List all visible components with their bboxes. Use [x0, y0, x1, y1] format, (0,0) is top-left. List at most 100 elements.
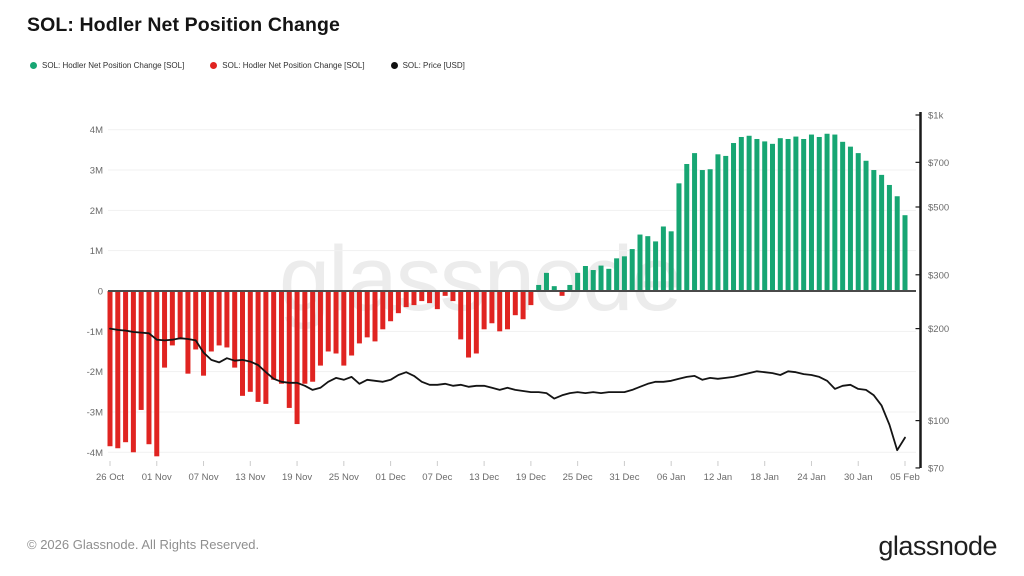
net-position-bar[interactable] — [902, 215, 908, 291]
net-position-bar[interactable] — [115, 291, 121, 449]
net-position-bar[interactable] — [847, 146, 853, 291]
net-position-bar[interactable] — [520, 291, 526, 320]
net-position-bar[interactable] — [232, 291, 238, 368]
net-position-bar[interactable] — [699, 170, 705, 291]
net-position-bar[interactable] — [676, 183, 682, 291]
net-position-bar[interactable] — [762, 141, 768, 291]
net-position-bar[interactable] — [559, 291, 565, 296]
net-position-bar[interactable] — [855, 153, 861, 291]
net-position-bar[interactable] — [341, 291, 347, 366]
net-position-bar[interactable] — [403, 291, 409, 308]
net-position-bar[interactable] — [536, 284, 542, 291]
net-position-bar[interactable] — [208, 291, 214, 352]
net-position-bar[interactable] — [130, 291, 136, 453]
net-position-bar[interactable] — [294, 291, 300, 425]
net-position-bar[interactable] — [216, 291, 222, 346]
net-position-bar[interactable] — [388, 291, 394, 322]
net-position-bar[interactable] — [419, 291, 425, 302]
net-position-bar[interactable] — [746, 135, 752, 291]
net-position-bar[interactable] — [824, 133, 830, 291]
net-position-bar[interactable] — [427, 291, 433, 304]
net-position-bar[interactable] — [871, 170, 877, 291]
net-position-bar[interactable] — [395, 291, 401, 314]
net-position-bar[interactable] — [707, 169, 713, 291]
net-position-bar[interactable] — [255, 291, 261, 402]
net-position-bar[interactable] — [863, 160, 869, 291]
net-position-bar[interactable] — [660, 226, 666, 291]
net-position-bar[interactable] — [138, 291, 144, 410]
net-position-bar[interactable] — [754, 138, 760, 291]
net-position-bar[interactable] — [201, 291, 207, 376]
net-position-bar[interactable] — [575, 272, 581, 291]
net-position-bar[interactable] — [505, 291, 510, 330]
net-position-bar[interactable] — [684, 163, 690, 291]
net-position-bar[interactable] — [692, 153, 698, 291]
net-position-bar[interactable] — [808, 134, 814, 291]
net-position-bar[interactable] — [614, 258, 620, 291]
net-position-bar[interactable] — [668, 231, 674, 291]
net-position-bar[interactable] — [645, 236, 651, 291]
net-position-bar[interactable] — [816, 136, 822, 291]
net-position-bar[interactable] — [123, 291, 129, 443]
net-position-bar[interactable] — [107, 291, 113, 447]
net-position-bar[interactable] — [333, 291, 339, 354]
legend-item-positive[interactable]: SOL: Hodler Net Position Change [SOL] — [30, 61, 184, 70]
net-position-bar[interactable] — [738, 136, 744, 291]
net-position-bar[interactable] — [263, 291, 269, 404]
net-position-bar[interactable] — [450, 291, 456, 302]
net-position-bar[interactable] — [278, 291, 284, 384]
net-position-bar[interactable] — [380, 291, 386, 330]
net-position-bar[interactable] — [473, 291, 479, 354]
net-position-bar[interactable] — [154, 291, 160, 457]
net-position-bar[interactable] — [185, 291, 191, 374]
net-position-bar[interactable] — [310, 291, 316, 382]
net-position-bar[interactable] — [598, 265, 604, 291]
net-position-bar[interactable] — [606, 268, 612, 291]
net-position-bar[interactable] — [240, 291, 245, 396]
net-position-bar[interactable] — [770, 143, 775, 291]
net-position-bar[interactable] — [785, 138, 791, 291]
net-position-bar[interactable] — [271, 291, 277, 380]
net-position-bar[interactable] — [832, 134, 838, 291]
net-position-bar[interactable] — [286, 291, 292, 408]
net-position-bar[interactable] — [543, 272, 549, 291]
net-position-bar[interactable] — [629, 249, 635, 291]
net-position-bar[interactable] — [731, 143, 737, 291]
net-position-bar[interactable] — [801, 138, 807, 291]
net-position-bar[interactable] — [317, 291, 323, 366]
net-position-bar[interactable] — [356, 291, 362, 344]
net-position-bar[interactable] — [434, 291, 440, 310]
net-position-bar[interactable] — [349, 291, 355, 356]
net-position-bar[interactable] — [715, 154, 721, 291]
net-position-bar[interactable] — [637, 234, 643, 291]
net-position-bar[interactable] — [458, 291, 464, 340]
net-position-bar[interactable] — [621, 256, 627, 291]
legend-item-price[interactable]: SOL: Price [USD] — [390, 61, 465, 70]
net-position-bar[interactable] — [567, 284, 573, 291]
net-position-bar[interactable] — [512, 291, 518, 316]
net-position-bar[interactable] — [894, 196, 900, 291]
net-position-bar[interactable] — [777, 138, 783, 291]
net-position-bar[interactable] — [146, 291, 152, 445]
net-position-bar[interactable] — [886, 184, 892, 291]
net-position-bar[interactable] — [793, 136, 799, 291]
net-position-bar[interactable] — [653, 241, 659, 291]
price-line[interactable] — [109, 327, 906, 452]
net-position-bar[interactable] — [481, 291, 487, 330]
net-position-bar[interactable] — [879, 174, 885, 291]
net-position-bar[interactable] — [247, 291, 253, 392]
net-position-bar[interactable] — [590, 270, 596, 291]
net-position-bar[interactable] — [162, 291, 168, 368]
net-position-bar[interactable] — [723, 155, 729, 291]
net-position-bar[interactable] — [466, 291, 472, 358]
legend-item-negative[interactable]: SOL: Hodler Net Position Change [SOL] — [210, 61, 365, 70]
net-position-bar[interactable] — [177, 291, 183, 340]
net-position-bar[interactable] — [169, 291, 175, 346]
net-position-bar[interactable] — [442, 291, 448, 296]
net-position-bar[interactable] — [582, 266, 588, 291]
net-position-bar[interactable] — [551, 286, 557, 291]
net-position-bar[interactable] — [372, 291, 378, 342]
net-position-bar[interactable] — [497, 291, 503, 332]
net-position-bar[interactable] — [528, 291, 534, 306]
net-position-bar[interactable] — [325, 291, 331, 352]
